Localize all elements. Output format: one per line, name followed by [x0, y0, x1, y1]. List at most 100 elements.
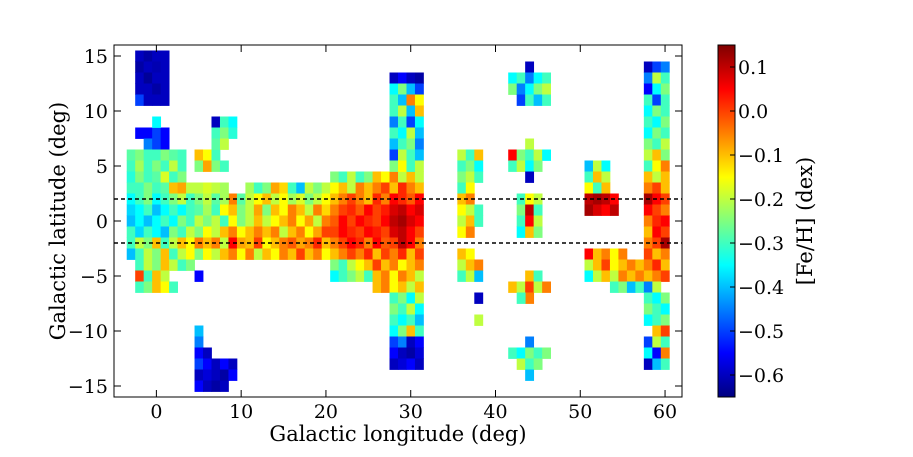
heatmap-cell: [652, 347, 662, 359]
heatmap-cell: [169, 248, 178, 260]
heatmap-cell: [414, 138, 424, 150]
heatmap-cell: [652, 94, 662, 106]
heatmap-cell: [643, 149, 653, 161]
heatmap-cell: [228, 226, 238, 238]
heatmap-cell: [219, 237, 229, 249]
heatmap-cell: [321, 204, 331, 216]
heatmap-cell: [304, 182, 314, 194]
heatmap-cell: [219, 193, 229, 205]
heatmap-cell: [643, 171, 653, 183]
heatmap-cell: [143, 259, 153, 271]
heatmap-cell: [211, 149, 221, 161]
heatmap-cell: [398, 314, 407, 326]
heatmap-cell: [126, 215, 136, 227]
heatmap-cell: [533, 149, 543, 161]
heatmap-cell: [584, 248, 594, 260]
heatmap-cell: [160, 259, 170, 271]
heatmap-cell: [660, 226, 670, 238]
heatmap-cell: [143, 50, 153, 62]
heatmap-cell: [389, 116, 399, 128]
heatmap-cell: [253, 248, 263, 260]
heatmap-cell: [364, 248, 373, 260]
heatmap-cell: [389, 226, 399, 238]
heatmap-cell: [525, 215, 535, 227]
heatmap-cell: [381, 237, 390, 249]
heatmap-cell: [414, 116, 424, 128]
heatmap-cell: [296, 215, 306, 227]
x-tick-label: 0: [150, 401, 162, 423]
heatmap-cell: [601, 270, 611, 282]
heatmap-cell: [398, 281, 407, 293]
heatmap-cell: [177, 226, 187, 238]
heatmap-cell: [177, 193, 187, 205]
heatmap-cell: [152, 116, 162, 128]
heatmap-cell: [389, 215, 399, 227]
heatmap-cell: [414, 171, 424, 183]
heatmap-cell: [542, 94, 551, 106]
heatmap-cell: [194, 248, 204, 260]
heatmap-cell: [414, 193, 424, 205]
heatmap-cell: [228, 237, 238, 249]
heatmap-cell: [355, 204, 365, 216]
colorbar: [717, 44, 736, 398]
x-tick-label: 60: [653, 401, 677, 423]
y-tick-label: 10: [84, 101, 108, 123]
heatmap-cell: [203, 380, 212, 392]
heatmap-cell: [525, 61, 535, 73]
heatmap-cell: [245, 248, 255, 260]
heatmap-cell: [186, 215, 195, 227]
heatmap-cell: [279, 182, 289, 194]
heatmap-cell: [525, 336, 535, 348]
heatmap-cell: [372, 270, 382, 282]
heatmap-cell: [338, 248, 348, 260]
heatmap-cell: [304, 204, 314, 216]
heatmap-cell: [270, 215, 280, 227]
heatmap-cell: [414, 259, 424, 271]
heatmap-cell: [364, 215, 373, 227]
heatmap-cell: [406, 314, 416, 326]
heatmap-cell: [143, 138, 153, 150]
heatmap-cell: [160, 72, 170, 84]
colorbar-tick-label: −0.3: [738, 233, 784, 255]
heatmap-cell: [347, 259, 357, 271]
heatmap-cell: [143, 94, 153, 106]
heatmap-cell: [474, 292, 484, 304]
heatmap-cell: [186, 259, 195, 271]
heatmap-cell: [414, 127, 424, 139]
heatmap-cell: [296, 237, 306, 249]
heatmap-cell: [533, 204, 543, 216]
heatmap-cell: [338, 215, 348, 227]
heatmap-cell: [313, 215, 323, 227]
heatmap-cell: [643, 215, 653, 227]
heatmap-cell: [152, 270, 162, 282]
heatmap-cell: [643, 248, 653, 260]
heatmap-cell: [457, 226, 467, 238]
heatmap-cell: [270, 226, 280, 238]
heatmap-cell: [652, 204, 662, 216]
heatmap-cell: [533, 193, 543, 205]
heatmap-cell: [347, 171, 357, 183]
heatmap-cell: [262, 182, 272, 194]
heatmap-cell: [643, 292, 653, 304]
heatmap-cell: [398, 182, 407, 194]
heatmap-cell: [474, 171, 484, 183]
heatmap-cell: [304, 215, 314, 227]
heatmap-cell: [660, 193, 670, 205]
heatmap-cell: [652, 325, 662, 337]
heatmap-cell: [465, 149, 475, 161]
heatmap-cell: [660, 116, 670, 128]
heatmap-cell: [542, 347, 551, 359]
heatmap-cell: [364, 259, 373, 271]
heatmap-cell: [143, 127, 153, 139]
heatmap-cell: [338, 237, 348, 249]
heatmap-cell: [160, 61, 170, 73]
heatmap-cell: [465, 270, 475, 282]
heatmap-cell: [236, 215, 246, 227]
heatmap-cell: [347, 270, 357, 282]
heatmap-cell: [262, 204, 272, 216]
heatmap-cell: [465, 215, 475, 227]
heatmap-cell: [525, 369, 535, 381]
heatmap-cell: [626, 259, 636, 271]
heatmap-cell: [406, 303, 416, 315]
heatmap-cell: [592, 204, 602, 216]
